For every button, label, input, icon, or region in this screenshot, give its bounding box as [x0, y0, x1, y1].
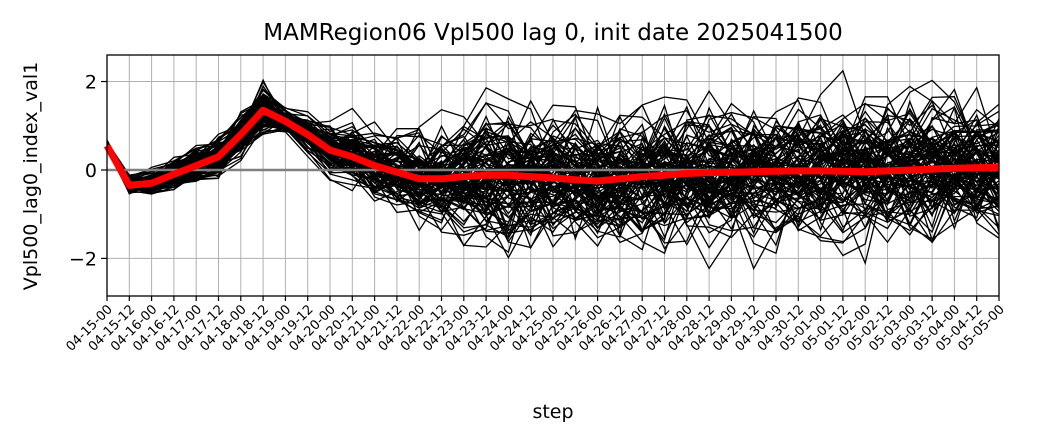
y-tick-label: 0 [85, 160, 97, 182]
ensemble-member-line [106, 99, 1000, 224]
mean-line [103, 106, 1000, 189]
x-axis-label: step [532, 401, 573, 423]
x-ticks: 04-15-0004-15-1204-16-0004-16-1204-17-00… [63, 296, 1008, 355]
y-tick-label: 2 [85, 72, 97, 94]
y-tick-label: −2 [69, 248, 97, 270]
ensemble-member-line [106, 98, 1000, 255]
chart-title: MAMRegion06 Vpl500 lag 0, init date 2025… [263, 20, 843, 46]
ensemble-member-line [106, 99, 1000, 237]
ensemble-member-line [106, 120, 1000, 209]
y-ticks: −2 0 2 [69, 72, 107, 270]
y-axis-label: Vpl500_lag0_index_val1 [20, 62, 42, 290]
ensemble-member-line [106, 110, 1000, 226]
ensemble-mean [103, 106, 1000, 189]
ensemble-member-line [106, 89, 1000, 234]
